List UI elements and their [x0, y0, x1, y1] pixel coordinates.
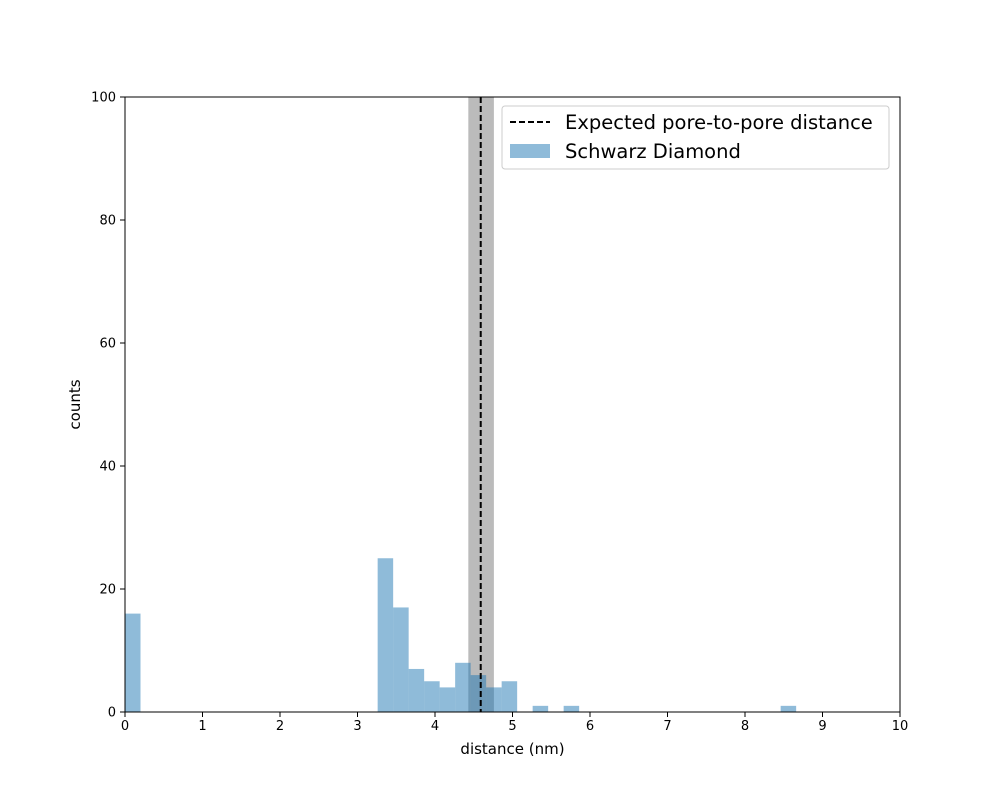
histogram-bar	[439, 687, 456, 712]
histogram-bar	[532, 705, 549, 712]
x-tick-label: 5	[508, 719, 516, 734]
y-axis: 0 20 40 60 80 100	[91, 91, 125, 721]
legend-entry-label: Expected pore-to-pore distance	[565, 111, 873, 134]
x-axis: 0 1 2 3 4 5 6 7 8 9 10	[121, 712, 908, 734]
histogram-bar	[486, 687, 502, 712]
legend-entry-label: Schwarz Diamond	[565, 140, 741, 163]
x-tick-label: 0	[121, 719, 129, 734]
x-tick-label: 10	[892, 719, 909, 734]
y-axis-label: counts	[66, 379, 84, 429]
y-tick-label: 100	[91, 91, 116, 106]
x-tick-label: 2	[276, 719, 284, 734]
histogram-bar	[377, 558, 394, 712]
legend-box	[501, 105, 890, 170]
histogram-bar	[501, 681, 518, 712]
y-tick-label: 0	[108, 706, 116, 721]
bars-layer	[125, 558, 797, 712]
histogram-bar	[563, 705, 580, 712]
legend: Expected pore-to-pore distance Schwarz D…	[501, 105, 890, 170]
histogram-bar	[455, 662, 471, 712]
y-tick-label: 60	[99, 337, 116, 352]
x-tick-label: 3	[353, 719, 361, 734]
x-tick-label: 9	[818, 719, 826, 734]
x-tick-label: 4	[431, 719, 439, 734]
x-tick-label: 7	[663, 719, 671, 734]
x-tick-label: 8	[741, 719, 749, 734]
plot-frame	[124, 96, 901, 713]
y-tick-label: 40	[99, 460, 116, 475]
x-tick-label: 1	[198, 719, 206, 734]
histogram-bar	[780, 705, 797, 712]
histogram-bar	[393, 607, 409, 712]
y-tick-label: 80	[99, 214, 116, 229]
y-tick-label: 20	[99, 583, 116, 598]
histogram-bar	[408, 668, 425, 712]
legend-bar-swatch	[510, 144, 550, 158]
x-tick-label: 6	[586, 719, 594, 734]
x-axis-label: distance (nm)	[460, 740, 564, 758]
histogram-bar	[470, 675, 487, 712]
histogram-bar	[125, 613, 141, 712]
histogram-bar	[424, 681, 440, 712]
